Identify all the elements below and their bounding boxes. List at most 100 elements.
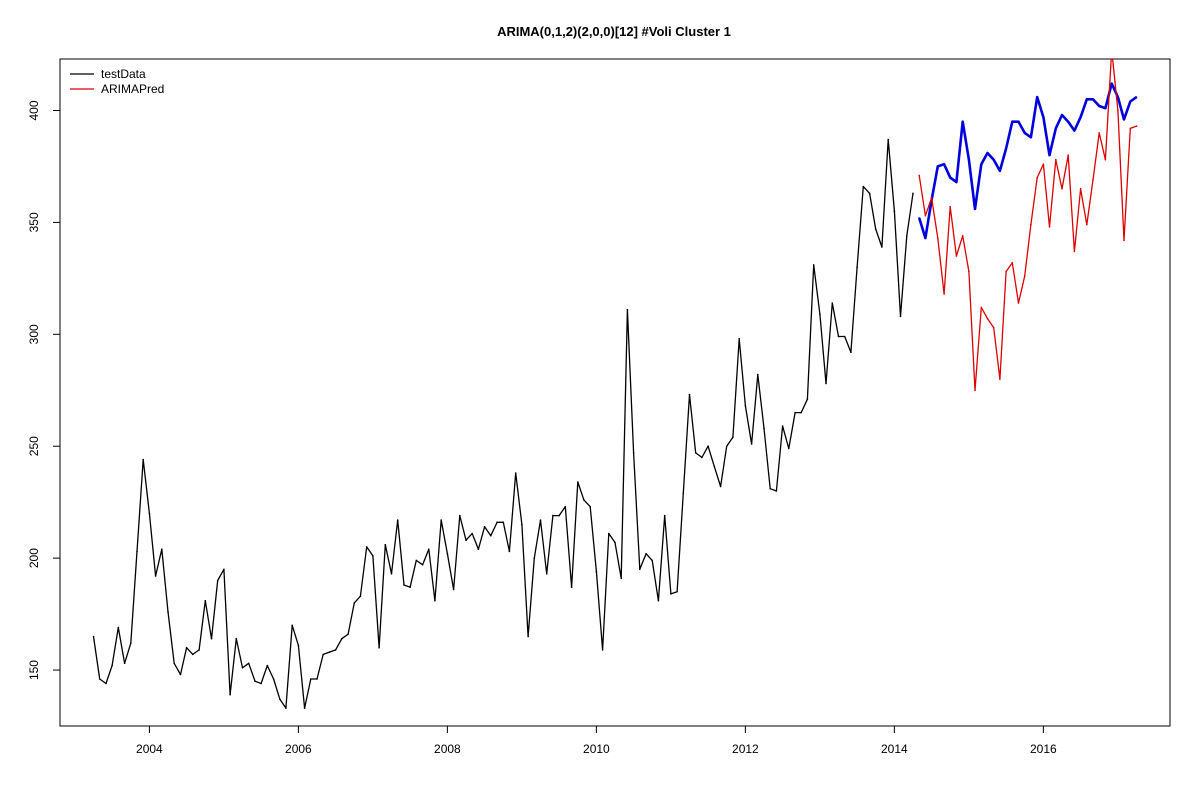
x-tick-label: 2014 [881, 742, 908, 756]
data-point [167, 611, 169, 613]
data-point [688, 393, 691, 396]
data-point [266, 664, 269, 667]
data-point [608, 532, 610, 535]
x-tick-label: 2012 [732, 742, 759, 756]
data-point [819, 313, 821, 316]
data-point [918, 217, 920, 219]
data-point [837, 335, 840, 338]
data-point [999, 378, 1001, 380]
data-point [440, 519, 443, 521]
data-point [459, 514, 461, 517]
data-point [98, 678, 101, 680]
data-point [123, 662, 126, 665]
data-point [1092, 98, 1094, 101]
data-point [645, 552, 647, 555]
data-point [1086, 98, 1088, 101]
data-point [850, 351, 852, 354]
series-line [918, 59, 1137, 391]
data-point [1023, 132, 1026, 134]
data-point [595, 570, 598, 573]
data-point [1055, 127, 1057, 130]
data-point [496, 521, 498, 524]
data-point [564, 505, 567, 508]
data-point [105, 682, 107, 685]
data-point [589, 505, 591, 508]
data-point [980, 163, 983, 165]
data-point [490, 534, 492, 537]
data-point [1067, 154, 1069, 156]
data-point [961, 235, 964, 237]
data-point [471, 532, 474, 535]
data-point [670, 593, 672, 595]
data-point [887, 138, 889, 141]
data-point [1030, 136, 1032, 139]
data-point [1067, 120, 1069, 123]
x-tick-label: 2016 [1030, 742, 1057, 756]
data-point [1079, 188, 1082, 190]
data-point [924, 237, 927, 239]
data-point [943, 293, 945, 295]
data-point [868, 192, 871, 195]
data-point [92, 635, 95, 638]
data-point [1079, 116, 1082, 118]
data-point [365, 546, 368, 548]
data-point [334, 649, 337, 651]
data-point [713, 465, 716, 468]
data-point [297, 644, 300, 647]
data-point [310, 678, 312, 680]
data-point [260, 682, 262, 685]
data-point [558, 514, 560, 517]
data-point [961, 120, 964, 123]
data-point [974, 208, 976, 210]
data-point [353, 602, 356, 604]
data-point [247, 662, 250, 665]
y-tick-label: 150 [27, 660, 41, 680]
data-point [347, 633, 349, 635]
data-point [1048, 226, 1051, 228]
data-point [384, 543, 387, 546]
data-point [663, 514, 666, 517]
data-point [210, 637, 213, 640]
series-layer [92, 49, 1138, 709]
data-point [1111, 49, 1113, 51]
data-point [843, 335, 846, 338]
series-2 [918, 49, 1138, 392]
data-point [620, 577, 622, 580]
data-point [614, 541, 616, 544]
data-point [626, 308, 629, 311]
data-point [924, 214, 927, 217]
data-point [999, 170, 1001, 172]
data-point [1011, 261, 1014, 264]
data-point [446, 552, 449, 555]
data-point [992, 326, 995, 329]
data-point [825, 382, 827, 385]
data-point [657, 599, 660, 602]
data-point [409, 586, 411, 588]
series-line [92, 138, 914, 709]
y-tick-label: 400 [27, 100, 41, 120]
data-point [570, 586, 573, 588]
data-point [918, 174, 920, 177]
data-point [738, 338, 740, 340]
data-point [229, 693, 231, 696]
data-point [794, 411, 796, 414]
data-point [303, 707, 306, 709]
data-point [279, 698, 281, 700]
data-point [1061, 114, 1063, 116]
data-point [154, 575, 157, 577]
data-point [732, 436, 734, 439]
data-point [583, 499, 585, 501]
data-point [1017, 302, 1020, 304]
x-tick-label: 2008 [434, 742, 461, 756]
data-point [198, 649, 200, 651]
data-point [937, 165, 939, 168]
data-point [1042, 163, 1045, 165]
data-point [1117, 96, 1119, 98]
data-point [1110, 82, 1113, 85]
data-point [421, 564, 424, 566]
data-point [502, 521, 505, 524]
data-point [527, 635, 529, 638]
chart-title: ARIMA(0,1,2)(2,0,0)[12] #Voli Cluster 1 [497, 24, 731, 39]
data-point [254, 680, 256, 682]
data-point [1104, 107, 1107, 109]
